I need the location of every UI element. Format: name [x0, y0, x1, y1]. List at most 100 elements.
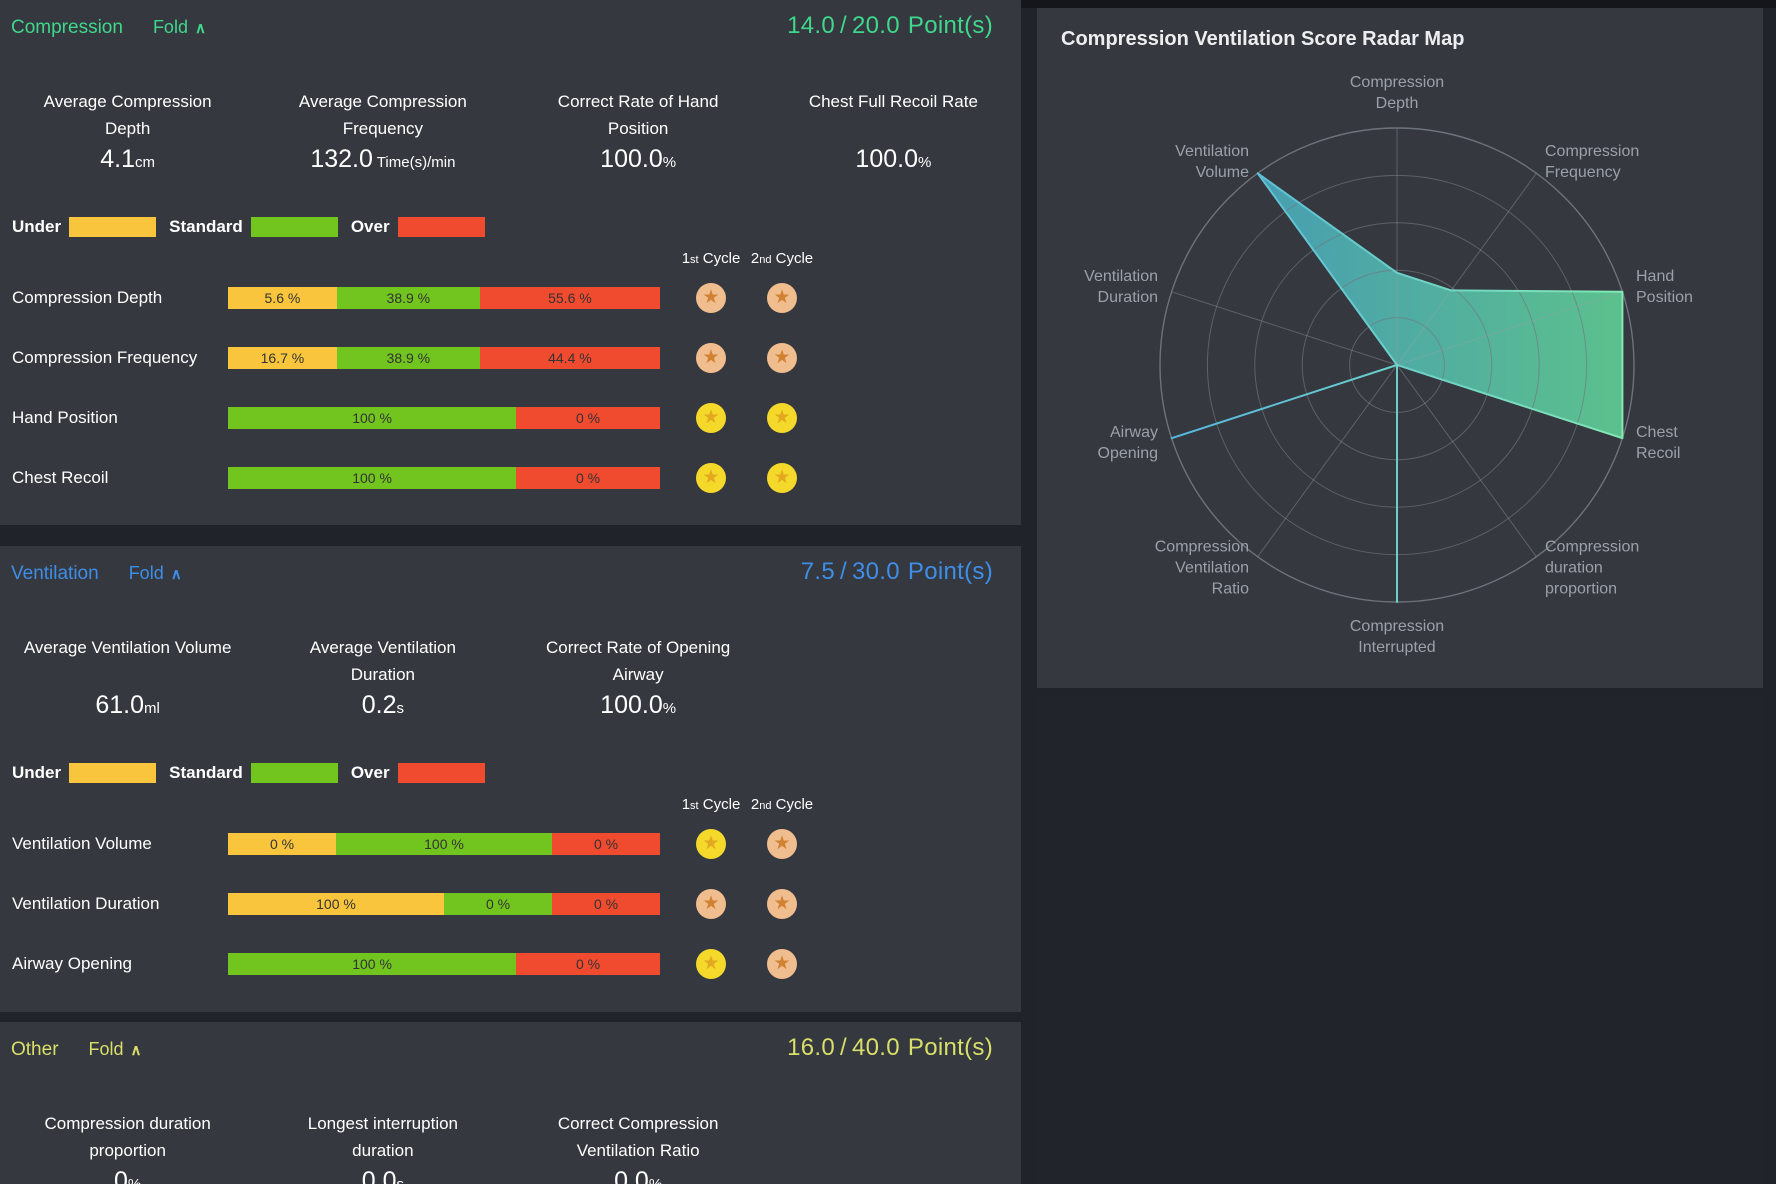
stat-number: 100.0 [600, 145, 663, 173]
other-score: 16.0/40.0 Point(s) [787, 1034, 993, 1062]
bar-row-label: Hand Position [12, 408, 118, 427]
bar-row: Compression Depth 5.6 % 38.9 % 55.6 % ★ ★ [0, 283, 1021, 313]
stat-cell: Correct Rate of Hand Position 100.0% [511, 88, 766, 174]
stacked-bar: 5.6 % 38.9 % 55.6 % [228, 287, 660, 309]
stacked-bar: 0 % 100 % 0 % [228, 833, 660, 855]
bar-row: Compression Frequency 16.7 % 38.9 % 44.4 % ★… [0, 343, 1021, 373]
radar-axis-line [1171, 291, 1398, 366]
legend-label-under: Under [12, 217, 62, 236]
bronze-medal-icon: ★ [696, 889, 726, 919]
ventilation-fold-button[interactable]: Fold ∧ [129, 563, 182, 584]
radar-axis-label: Compression duration proportion [1545, 538, 1640, 598]
bar-segment-over: 0 % [516, 467, 660, 489]
gold-medal-icon: ★ [696, 949, 726, 979]
bar-segment-standard: 0 % [444, 893, 552, 915]
score-separator: / [840, 1034, 847, 1061]
score-total: 40.0 [851, 1034, 900, 1061]
star-icon: ★ [773, 346, 791, 368]
ventilation-panel: Ventilation Fold ∧ 7.5/30.0 Point(s) Aver… [0, 546, 1021, 1012]
bar-row: Airway Opening 100 % 0 % ★ ★ [0, 949, 1021, 979]
stat-cell: Correct Rate of Opening Airway 100.0% [511, 634, 766, 720]
stat-label: Average Ventilation Volume [23, 638, 232, 657]
other-fold-button[interactable]: Fold ∧ [89, 1039, 142, 1060]
bar-row-label: Compression Depth [12, 288, 163, 307]
bar-segment-under: 5.6 % [228, 287, 337, 309]
legend: Under Standard Over [12, 762, 498, 784]
stat-number: 100.0 [855, 145, 918, 173]
compression-fold-button[interactable]: Fold ∧ [153, 17, 206, 38]
stat-value: 100.0% [523, 145, 754, 174]
legend-chip-over [397, 763, 485, 783]
stat-label: Chest Full Recoil Rate [808, 92, 978, 111]
cycle-header-1: 1st Cycle [682, 250, 741, 267]
score-total: 20.0 [851, 12, 900, 39]
ventilation-stats: Average Ventilation Volume 61.0ml Average … [0, 634, 1021, 720]
cycle-number: 2 [750, 250, 760, 267]
legend: Under Standard Over [12, 216, 498, 238]
radar-axis-label: Chest Recoil [1636, 424, 1681, 462]
compression-score: 14.0/20.0 Point(s) [787, 12, 993, 40]
radar-chart [1159, 127, 1635, 603]
ventilation-panel-header: Ventilation Fold ∧ 7.5/30.0 Point(s) [11, 558, 993, 586]
cycle-header-1: 1st Cycle [682, 796, 741, 813]
radar-series-outline [1170, 172, 1624, 603]
bar-row: Ventilation Duration 100 % 0 % 0 % ★ ★ [0, 889, 1021, 919]
bar-row-label: Ventilation Duration [12, 894, 160, 913]
bar-segment-standard: 100 % [336, 833, 552, 855]
legend-chip-under [69, 217, 157, 237]
star-icon: ★ [702, 286, 720, 308]
bronze-medal-icon: ★ [767, 283, 797, 313]
star-icon: ★ [773, 466, 791, 488]
stat-unit: cm [135, 154, 155, 171]
radar-axis-line [1396, 291, 1623, 366]
bar-segment-over: 44.4 % [479, 347, 660, 369]
star-icon: ★ [702, 406, 720, 428]
legend-chip-standard [250, 217, 338, 237]
radar-axis-line [1396, 173, 1537, 366]
cycle-header-2: 2nd Cycle [751, 796, 813, 813]
radar-axis-label: Compression Frequency [1545, 143, 1640, 181]
stat-value: 100.0% [523, 691, 754, 720]
bar-segment-under: 0 % [228, 833, 336, 855]
legend-label-over: Over [350, 217, 390, 236]
cycle-ordinal: nd [759, 800, 772, 812]
legend-label-standard: Standard [169, 217, 243, 236]
cycle-ordinal: st [690, 254, 699, 266]
score-earned: 16.0 [787, 1034, 836, 1061]
stat-value: 61.0ml [12, 691, 243, 720]
star-icon: ★ [773, 286, 791, 308]
bar-row-label: Chest Recoil [12, 468, 109, 487]
stat-number: 0 [114, 1167, 128, 1184]
radar-axis-label: Ventilation Volume [1175, 143, 1249, 181]
other-panel: Other Fold ∧ 16.0/40.0 Point(s) Compressi… [0, 1022, 1021, 1184]
stat-label: Compression duration proportion [44, 1114, 211, 1160]
stat-number: 4.1 [100, 145, 135, 173]
stat-unit: s [396, 700, 405, 717]
bar-segment-over: 0 % [516, 953, 660, 975]
bronze-medal-icon: ★ [767, 949, 797, 979]
star-icon: ★ [773, 406, 791, 428]
star-icon: ★ [702, 892, 720, 914]
bar-row: Ventilation Volume 0 % 100 % 0 % ★ ★ [0, 829, 1021, 859]
compression-panel-title: Compression [11, 17, 123, 38]
chevron-up-icon: ∧ [170, 566, 182, 583]
stat-label: Correct Rate of Opening Airway [545, 638, 731, 684]
bronze-medal-icon: ★ [696, 283, 726, 313]
cycle-word: Cycle [698, 796, 741, 813]
radar-series-fill [1171, 173, 1623, 603]
score-earned: 14.0 [787, 12, 836, 39]
stat-value: 0% [12, 1167, 243, 1184]
stat-label: Longest interruption duration [307, 1114, 459, 1160]
stat-unit: Time(s)/min [372, 154, 456, 171]
stat-cell: Average Ventilation Duration 0.2s [255, 634, 510, 720]
stat-unit: % [128, 1176, 141, 1184]
score-separator: / [840, 12, 847, 39]
stat-value: 0.0% [523, 1167, 754, 1184]
cycle-ordinal: st [690, 800, 699, 812]
radar-axis-label: Compression Depth [1349, 74, 1445, 112]
bar-row-label: Ventilation Volume [12, 834, 152, 853]
score-earned: 7.5 [800, 558, 836, 585]
gold-medal-icon: ★ [767, 463, 797, 493]
